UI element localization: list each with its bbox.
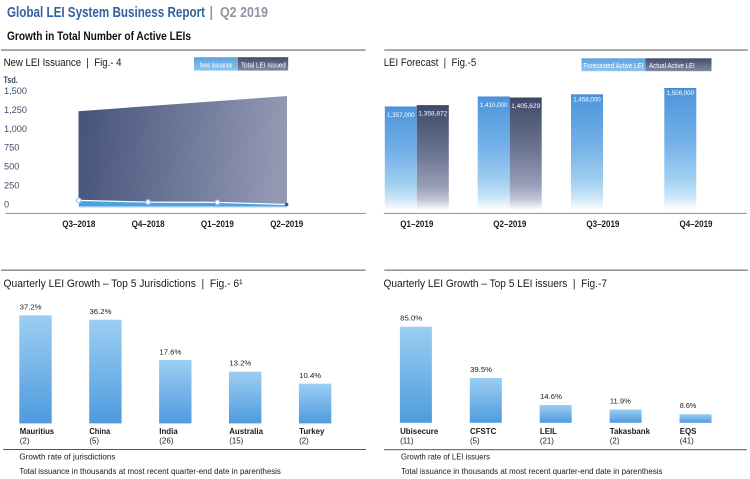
svg-text:1,000: 1,000 [4, 124, 27, 134]
svg-text:(21): (21) [540, 437, 554, 446]
svg-text:Growth rate of LEI issuers: Growth rate of LEI issuers [401, 453, 490, 462]
svg-text:China: China [89, 427, 110, 436]
svg-text:1,500: 1,500 [4, 86, 27, 96]
svg-text:1,506,000: 1,506,000 [667, 90, 695, 97]
svg-text:85.0%: 85.0% [400, 314, 422, 323]
svg-text:500: 500 [4, 162, 19, 172]
svg-text:(2): (2) [20, 437, 30, 446]
svg-text:Q3–2019: Q3–2019 [586, 219, 619, 230]
svg-text:37.2%: 37.2% [20, 303, 42, 312]
svg-text:Actual Active LEI: Actual Active LEI [649, 61, 695, 70]
svg-text:| Q2 2019: | Q2 2019 [210, 5, 268, 21]
svg-text:Takasbank: Takasbank [610, 427, 651, 436]
svg-text:Q4–2019: Q4–2019 [680, 219, 713, 230]
svg-text:750: 750 [4, 143, 19, 153]
svg-text:Forecasted Active LEI: Forecasted Active LEI [583, 61, 643, 70]
svg-text:(2): (2) [299, 437, 309, 446]
svg-text:(26): (26) [159, 437, 173, 446]
svg-text:Turkey: Turkey [299, 427, 325, 436]
svg-text:LEIL: LEIL [540, 427, 557, 436]
svg-text:Australia: Australia [229, 427, 263, 436]
svg-text:Tsd.: Tsd. [4, 75, 18, 85]
svg-text:(15): (15) [229, 437, 243, 446]
svg-text:(11): (11) [400, 437, 414, 446]
svg-text:8.6%: 8.6% [680, 401, 697, 410]
svg-text:Growth rate of jurisdictions: Growth rate of jurisdictions [19, 453, 115, 462]
svg-text:India: India [159, 427, 178, 436]
svg-text:New Issuance: New Issuance [200, 60, 233, 69]
svg-text:Quarterly LEI Growth – Top 5 J: Quarterly LEI Growth – Top 5 Jurisdictio… [4, 278, 243, 290]
svg-text:LEI Forecast | Fig.-5: LEI Forecast | Fig.-5 [384, 57, 477, 69]
svg-text:36.2%: 36.2% [90, 307, 112, 316]
svg-text:39.5%: 39.5% [470, 365, 492, 374]
svg-text:Growth in Total Number of Acti: Growth in Total Number of Active LEIs [7, 30, 191, 43]
svg-text:1,358,872: 1,358,872 [418, 110, 447, 117]
svg-text:10.4%: 10.4% [299, 371, 321, 380]
svg-text:(41): (41) [680, 437, 694, 446]
svg-text:New LEI Issuance | Fig.- 4: New LEI Issuance | Fig.- 4 [4, 57, 122, 69]
svg-text:(5): (5) [89, 437, 99, 446]
svg-text:0: 0 [4, 200, 9, 210]
svg-text:Q1–2019: Q1–2019 [400, 219, 433, 230]
svg-text:Quarterly LEI Growth – Top 5 L: Quarterly LEI Growth – Top 5 LEI issuers… [384, 278, 608, 290]
svg-text:250: 250 [4, 181, 19, 191]
svg-text:Total issuance in thousands at: Total issuance in thousands at most rece… [401, 467, 663, 476]
svg-text:13.2%: 13.2% [229, 359, 251, 368]
svg-text:Q2–2019: Q2–2019 [270, 219, 303, 230]
svg-text:1,458,000: 1,458,000 [573, 97, 601, 104]
svg-text:Ubisecure: Ubisecure [400, 427, 439, 436]
svg-text:CFSTC: CFSTC [470, 427, 497, 436]
svg-text:(2): (2) [610, 437, 620, 446]
svg-text:14.6%: 14.6% [540, 392, 562, 401]
svg-text:1,410,000: 1,410,000 [480, 102, 508, 109]
svg-text:17.6%: 17.6% [159, 347, 181, 356]
svg-text:1,357,000: 1,357,000 [387, 112, 415, 119]
svg-text:Q4–2018: Q4–2018 [132, 219, 165, 230]
svg-text:Q1–2019: Q1–2019 [201, 219, 234, 230]
svg-text:1,250: 1,250 [4, 105, 27, 115]
svg-text:1,405,629: 1,405,629 [511, 103, 540, 110]
svg-text:Q3–2018: Q3–2018 [62, 219, 95, 230]
svg-text:Total issuance in thousands at: Total issuance in thousands at most rece… [19, 467, 281, 476]
svg-text:(5): (5) [470, 437, 480, 446]
svg-text:Q2–2019: Q2–2019 [493, 219, 526, 230]
svg-text:EQS: EQS [680, 427, 697, 436]
svg-text:Mauritius: Mauritius [20, 427, 55, 436]
svg-text:11.9%: 11.9% [610, 396, 631, 405]
svg-text:Global LEI System Business Rep: Global LEI System Business Report [7, 5, 205, 21]
svg-text:Total LEI Issued: Total LEI Issued [241, 60, 286, 69]
